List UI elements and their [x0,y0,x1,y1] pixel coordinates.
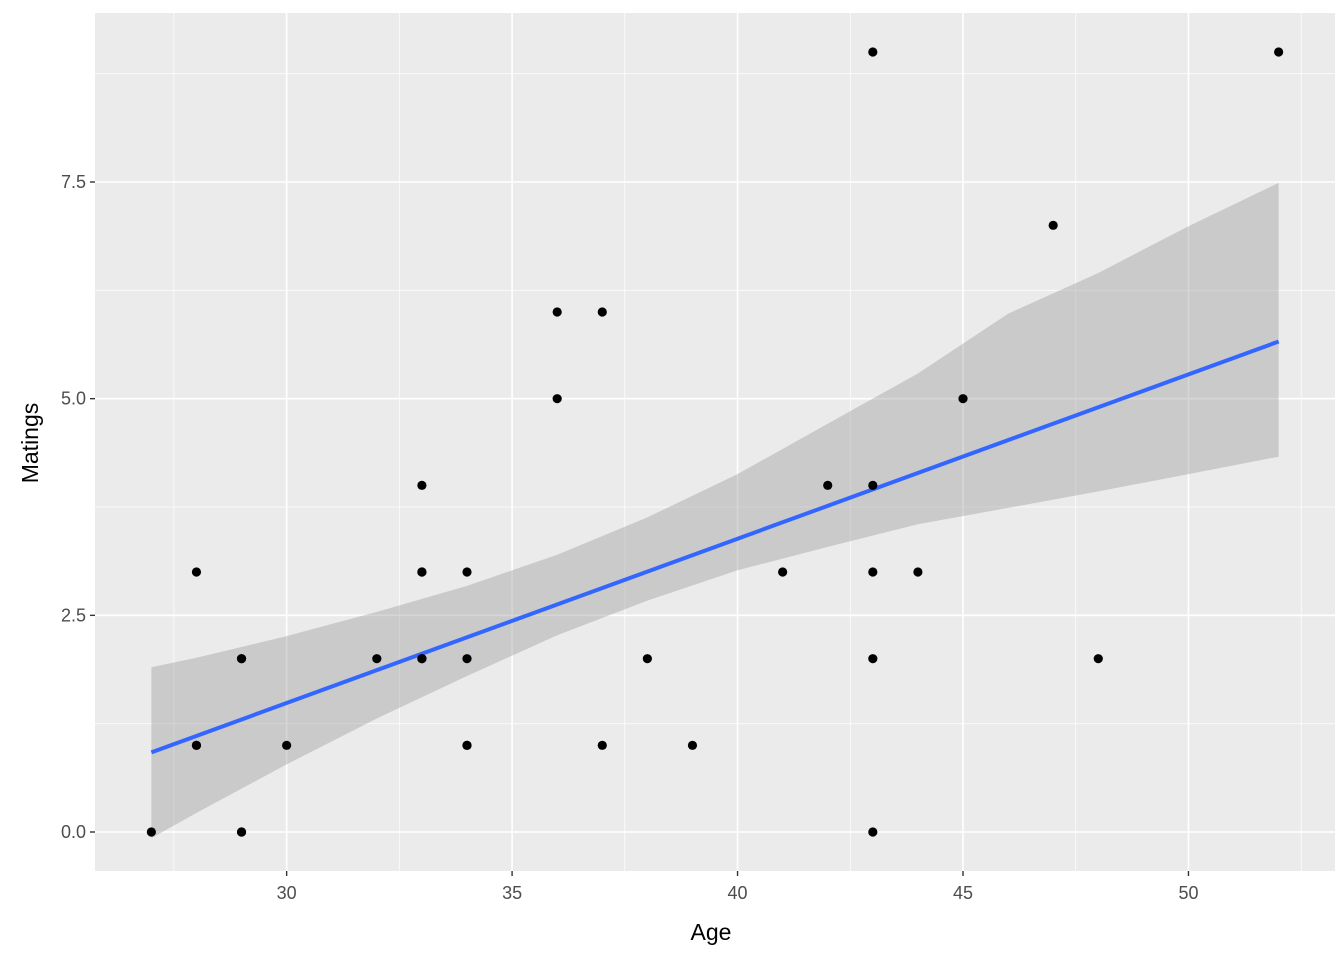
y-tick-label: 2.5 [61,605,86,625]
x-tick-label: 50 [1178,883,1198,903]
data-point [417,567,427,577]
data-point [417,654,427,664]
data-point [146,827,156,837]
data-point [191,567,202,577]
data-point [913,567,923,577]
data-point [868,567,878,577]
y-axis-title: Matings [17,403,43,484]
data-point [552,394,562,404]
x-axis-title: Age [691,919,732,945]
data-point [462,567,472,577]
data-point [597,740,607,750]
y-axis-ticks: 0.0 2.5 5.0 7.5 [61,172,95,842]
x-axis-ticks: 30 35 40 45 50 [277,871,1198,903]
data-point [236,654,247,664]
regression-line [150,339,1280,755]
data-point [462,654,472,664]
data-point [868,827,878,837]
data-point [191,740,202,750]
major-gridlines [95,13,1335,871]
plot-panel [95,13,1335,871]
data-point [868,480,878,490]
data-point [642,654,652,664]
x-tick-label: 45 [953,883,973,903]
data-point [823,480,833,490]
data-point [1048,220,1058,230]
data-point [417,480,427,490]
data-point [597,307,607,317]
y-tick-label: 0.0 [61,822,86,842]
y-tick-label: 7.5 [61,172,86,192]
data-point [282,740,292,750]
data-point [236,827,247,837]
y-tick-label: 5.0 [61,389,86,409]
x-tick-label: 35 [502,883,522,903]
minor-gridlines [95,13,1335,871]
data-point [1274,47,1284,57]
data-point [868,47,878,57]
data-points [146,47,1284,837]
data-point [552,307,562,317]
data-point [372,654,382,664]
x-tick-label: 40 [728,883,748,903]
data-point [687,740,698,750]
data-point [778,567,788,577]
confidence-band [151,182,1279,839]
data-point [1093,654,1103,664]
data-point [462,740,472,750]
x-tick-label: 30 [277,883,297,903]
data-point [868,654,878,664]
data-point [958,394,968,404]
